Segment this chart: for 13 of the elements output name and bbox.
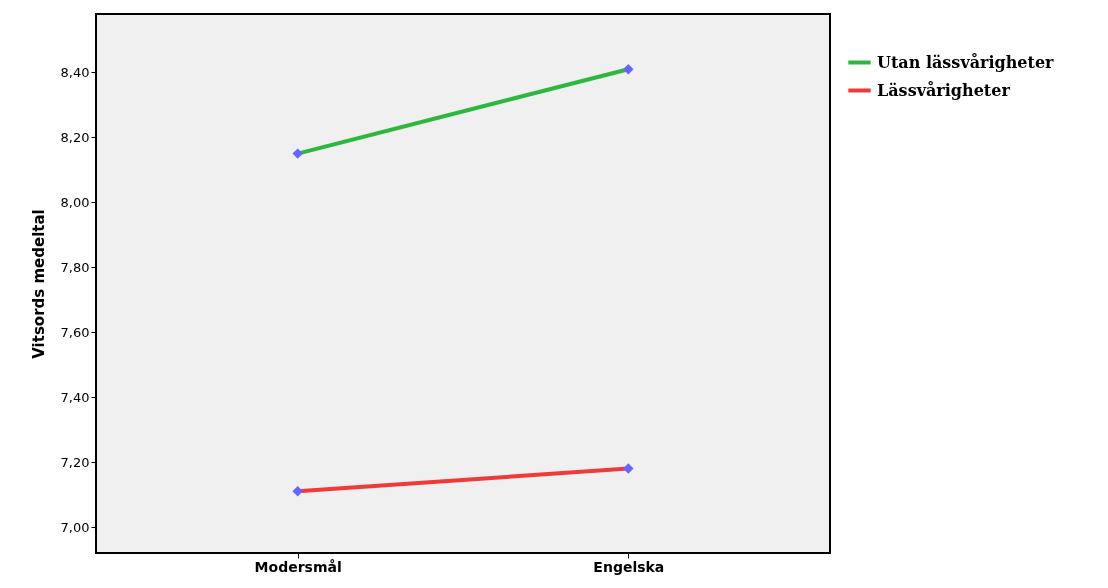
y-tick-label: 7,80	[60, 259, 90, 275]
legend-label: Utan lässvårigheter	[877, 51, 1055, 72]
x-tick-label: Engelska	[593, 558, 665, 575]
y-tick-label: 7,00	[60, 519, 90, 535]
y-tick-label: 7,40	[60, 389, 90, 405]
y-tick-label: 8,00	[60, 194, 90, 210]
x-tick-label: Modersmål	[254, 558, 342, 575]
y-tick-label: 8,20	[60, 129, 90, 145]
y-tick-label: 7,60	[60, 324, 90, 340]
y-axis-title: Vitsords medeltal	[29, 209, 48, 359]
y-tick-label: 8,40	[60, 64, 90, 80]
legend-label: Lässvårigheter	[877, 79, 1011, 100]
y-tick-label: 7,20	[60, 454, 90, 470]
